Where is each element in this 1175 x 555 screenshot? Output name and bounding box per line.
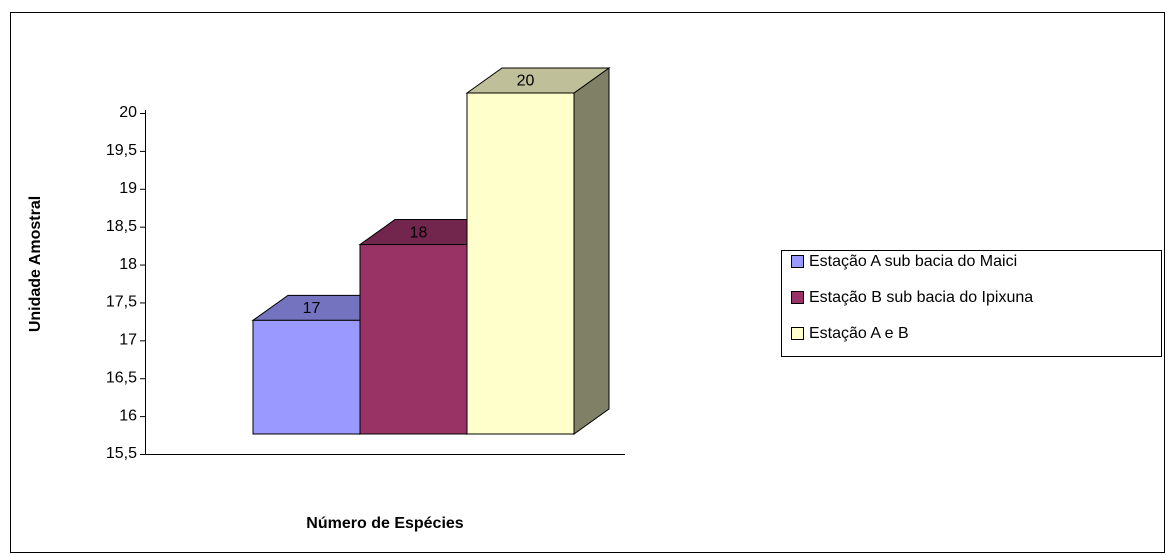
y-tick-label: 18,5 bbox=[106, 218, 137, 235]
bar bbox=[359, 244, 468, 435]
bar-side bbox=[573, 67, 610, 435]
y-tick-label: 15,5 bbox=[106, 445, 137, 462]
legend-swatch bbox=[791, 327, 804, 340]
data-label: 20 bbox=[517, 73, 535, 90]
y-tick-label: 18 bbox=[119, 256, 137, 273]
legend-label: Estação B sub bacia do Ipixuna bbox=[809, 289, 1033, 306]
x-axis-title: Número de Espécies bbox=[306, 515, 464, 532]
y-tick-label: 19,5 bbox=[106, 142, 137, 159]
legend-swatch bbox=[791, 291, 804, 304]
legend-label: Estação A e B bbox=[809, 325, 909, 342]
legend-swatch bbox=[791, 255, 804, 268]
y-axis-title: Unidade Amostral bbox=[27, 196, 44, 332]
legend bbox=[781, 250, 1162, 357]
y-tick-label: 16,5 bbox=[106, 369, 137, 386]
y-tick-label: 16 bbox=[119, 407, 137, 424]
data-label: 18 bbox=[410, 224, 428, 241]
y-tick-label: 19 bbox=[119, 180, 137, 197]
data-label: 17 bbox=[303, 300, 321, 317]
y-tick-label: 20 bbox=[119, 104, 137, 121]
y-tick-label: 17,5 bbox=[106, 294, 137, 311]
bar bbox=[466, 92, 575, 435]
bar bbox=[252, 319, 361, 435]
legend-label: Estação A sub bacia do Maici bbox=[809, 253, 1017, 270]
y-tick-label: 17 bbox=[119, 332, 137, 349]
